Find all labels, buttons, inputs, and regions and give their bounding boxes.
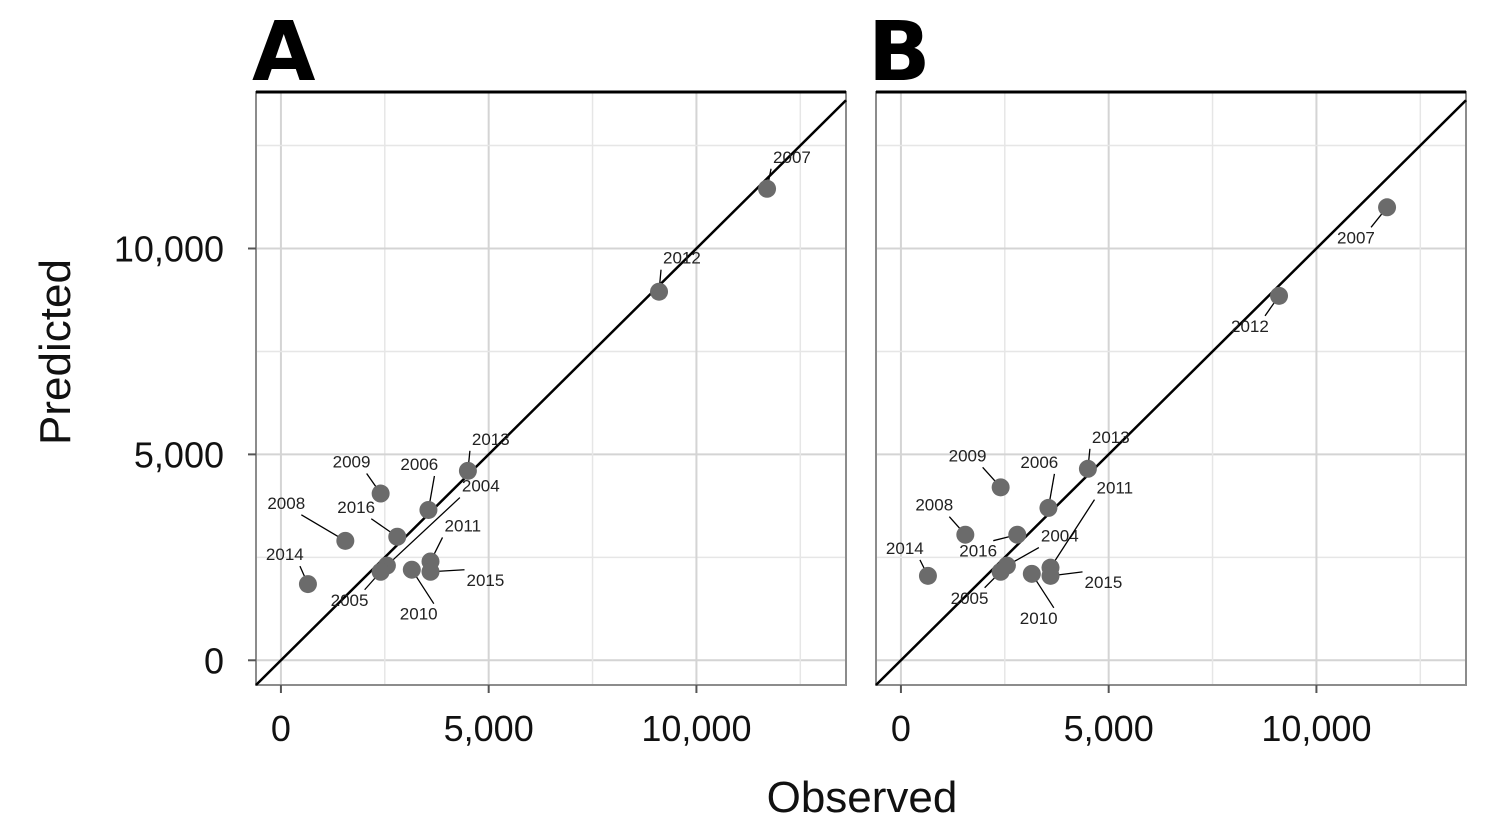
- y-tick-label: 5,000: [134, 434, 224, 475]
- reference-line: [875, 99, 1467, 686]
- data-point-label: 2009: [949, 446, 987, 465]
- data-point-label: 2014: [266, 545, 304, 564]
- x-tick-label: 0: [271, 708, 291, 749]
- data-point-2008: [956, 525, 975, 544]
- data-point-label: 2014: [886, 539, 924, 558]
- data-point-label: 2007: [773, 148, 811, 167]
- data-point-2005: [371, 562, 390, 581]
- data-point-2016: [388, 527, 407, 546]
- data-point-label: 2012: [1231, 317, 1269, 336]
- data-point-label: 2015: [467, 571, 505, 590]
- x-tick-label: 0: [891, 708, 911, 749]
- data-point-2006: [1039, 498, 1058, 517]
- data-point-2010: [1022, 564, 1041, 583]
- point-leader-line: [386, 497, 461, 567]
- x-tick-label: 5,000: [444, 708, 534, 749]
- data-point-2006: [419, 500, 438, 519]
- panel-letter: B: [868, 5, 931, 100]
- data-point-label: 2006: [1020, 453, 1058, 472]
- data-point-2007: [1378, 198, 1397, 217]
- data-point-label: 2004: [462, 477, 500, 496]
- reference-line: [255, 99, 847, 686]
- data-point-2015: [421, 562, 440, 581]
- data-point-2008: [336, 531, 355, 550]
- data-point-2012: [650, 282, 669, 301]
- panel-b: B 0 5,000 10,000 2004 2005 2006 2007 2008 2009 201…: [868, 5, 1467, 749]
- data-point-label: 2010: [400, 605, 438, 624]
- data-point-2014: [298, 575, 317, 594]
- data-point-2015: [1041, 566, 1060, 585]
- data-point-2005: [991, 562, 1010, 581]
- data-point-label: 2005: [951, 589, 989, 608]
- y-axis-title: Predicted: [31, 259, 80, 445]
- x-tick-label: 10,000: [641, 708, 751, 749]
- data-point-label: 2012: [663, 249, 701, 268]
- x-axis-title: Observed: [767, 773, 958, 822]
- panel-letter: A: [252, 5, 316, 100]
- data-point-2010: [402, 560, 421, 579]
- y-tick-label: 10,000: [114, 228, 224, 269]
- data-point-label: 2008: [267, 494, 305, 513]
- data-point-label: 2016: [337, 498, 375, 517]
- data-point-label: 2007: [1337, 228, 1375, 247]
- data-point-label: 2009: [333, 453, 371, 472]
- y-tick-label: 0: [204, 640, 224, 681]
- data-point-2009: [371, 484, 390, 503]
- x-tick-label: 10,000: [1261, 708, 1371, 749]
- data-point-2016: [1008, 525, 1027, 544]
- data-point-2009: [991, 478, 1010, 497]
- data-point-2007: [758, 179, 777, 198]
- data-point-label: 2006: [400, 455, 438, 474]
- data-point-label: 2010: [1020, 609, 1058, 628]
- x-tick-label: 5,000: [1064, 708, 1154, 749]
- panel-a: A 0 5,000 10,000 0 5,000 10,000 2004 2005 2006 200…: [114, 5, 847, 749]
- data-point-label: 2013: [1092, 428, 1130, 447]
- data-point-2012: [1270, 286, 1289, 305]
- data-point-label: 2015: [1085, 573, 1123, 592]
- data-point-label: 2004: [1041, 527, 1079, 546]
- data-point-2014: [918, 566, 937, 585]
- data-point-label: 2011: [445, 516, 482, 535]
- data-point-2013: [458, 461, 477, 480]
- data-point-label: 2011: [1097, 479, 1134, 498]
- data-point-label: 2008: [915, 496, 953, 515]
- data-point-2013: [1078, 459, 1097, 478]
- data-point-label: 2013: [472, 430, 510, 449]
- data-point-label: 2005: [331, 591, 369, 610]
- point-leader-line: [1049, 499, 1096, 568]
- data-point-label: 2016: [959, 542, 997, 561]
